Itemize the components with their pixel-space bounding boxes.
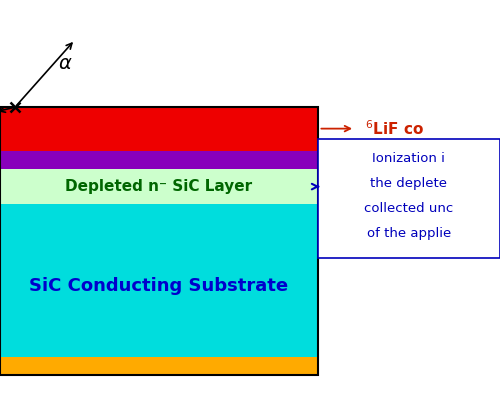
Bar [0,357,318,375]
Text: $\alpha$: $\alpha$ [58,54,72,73]
Text: SiC Conducting Substrate: SiC Conducting Substrate [30,277,288,295]
Bar [0,151,318,169]
Text: $^6$LiF co: $^6$LiF co [365,119,424,138]
Text: Depleted n⁻ SiC Layer: Depleted n⁻ SiC Layer [66,179,252,194]
Bar [0,107,318,375]
Bar [0,204,318,357]
FancyBboxPatch shape [318,139,500,258]
Bar [0,107,318,151]
Text: collected unc: collected unc [364,202,454,215]
Text: Ionization i: Ionization i [372,152,445,166]
Text: of the applie: of the applie [366,227,451,239]
Bar [0,169,318,204]
Text: the deplete: the deplete [370,177,448,190]
